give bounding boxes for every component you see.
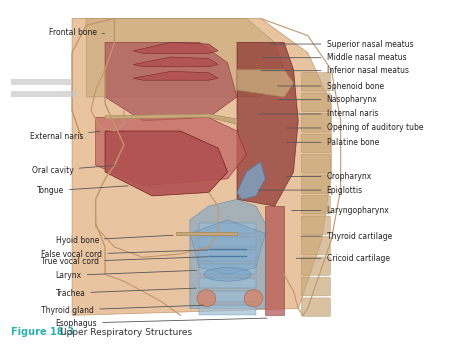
Text: Oropharynx: Oropharynx xyxy=(287,172,372,181)
Text: Cricoid cartilage: Cricoid cartilage xyxy=(296,254,390,263)
Text: Thyroid gland: Thyroid gland xyxy=(41,305,204,315)
Polygon shape xyxy=(176,232,237,235)
FancyBboxPatch shape xyxy=(301,236,330,255)
Text: Tongue: Tongue xyxy=(36,186,128,195)
Polygon shape xyxy=(199,223,256,234)
FancyBboxPatch shape xyxy=(11,91,77,97)
FancyBboxPatch shape xyxy=(301,175,330,193)
FancyBboxPatch shape xyxy=(301,134,330,152)
FancyBboxPatch shape xyxy=(301,154,330,173)
Text: Frontal bone: Frontal bone xyxy=(48,28,105,36)
Polygon shape xyxy=(199,264,256,275)
Polygon shape xyxy=(133,57,218,67)
Polygon shape xyxy=(199,250,256,261)
Polygon shape xyxy=(190,199,265,309)
Polygon shape xyxy=(199,278,256,288)
Polygon shape xyxy=(72,19,331,315)
FancyBboxPatch shape xyxy=(301,93,330,111)
Polygon shape xyxy=(133,71,218,80)
Polygon shape xyxy=(199,291,256,302)
Text: External naris: External naris xyxy=(30,131,100,141)
Ellipse shape xyxy=(197,290,216,307)
Polygon shape xyxy=(199,305,256,315)
FancyBboxPatch shape xyxy=(301,195,330,214)
Polygon shape xyxy=(237,42,298,206)
Polygon shape xyxy=(105,114,237,124)
Polygon shape xyxy=(190,220,265,275)
Polygon shape xyxy=(199,237,256,247)
Ellipse shape xyxy=(244,290,263,307)
Text: Figure 18.3: Figure 18.3 xyxy=(11,327,74,337)
Text: Sphenoid bone: Sphenoid bone xyxy=(277,82,383,90)
FancyBboxPatch shape xyxy=(11,79,72,85)
Text: Nasopharynx: Nasopharynx xyxy=(277,95,377,104)
Text: Upper Respiratory Structures: Upper Respiratory Structures xyxy=(60,328,192,337)
FancyBboxPatch shape xyxy=(301,114,330,132)
Polygon shape xyxy=(237,162,265,199)
Text: Larynx: Larynx xyxy=(55,270,197,280)
Ellipse shape xyxy=(204,268,251,281)
Polygon shape xyxy=(133,42,218,53)
Polygon shape xyxy=(105,42,237,121)
Text: Opening of auditory tube: Opening of auditory tube xyxy=(287,123,423,132)
FancyBboxPatch shape xyxy=(301,216,330,235)
Text: Laryngopharynx: Laryngopharynx xyxy=(292,206,389,215)
FancyBboxPatch shape xyxy=(301,73,330,91)
Polygon shape xyxy=(237,69,293,97)
Polygon shape xyxy=(96,117,246,186)
Text: Trachea: Trachea xyxy=(55,288,197,298)
Text: Thyroid cartilage: Thyroid cartilage xyxy=(301,232,392,241)
Polygon shape xyxy=(105,131,228,196)
Polygon shape xyxy=(265,206,284,315)
Text: True vocal cord: True vocal cord xyxy=(41,257,208,266)
FancyBboxPatch shape xyxy=(301,298,330,316)
Text: Middle nasal meatus: Middle nasal meatus xyxy=(264,53,406,62)
Text: Palatine bone: Palatine bone xyxy=(287,138,379,147)
FancyBboxPatch shape xyxy=(301,278,330,296)
Text: Epiglottis: Epiglottis xyxy=(259,185,363,195)
Text: Internal naris: Internal naris xyxy=(259,109,378,118)
Text: Inferior nasal meatus: Inferior nasal meatus xyxy=(261,66,409,75)
FancyBboxPatch shape xyxy=(301,257,330,276)
Text: False vocal cord: False vocal cord xyxy=(41,250,208,259)
Polygon shape xyxy=(86,19,284,97)
Text: Hyoid bone: Hyoid bone xyxy=(55,235,173,245)
Text: Esophagus: Esophagus xyxy=(55,318,267,328)
Text: Superior nasal meatus: Superior nasal meatus xyxy=(270,40,413,49)
Text: Oral cavity: Oral cavity xyxy=(32,165,114,175)
